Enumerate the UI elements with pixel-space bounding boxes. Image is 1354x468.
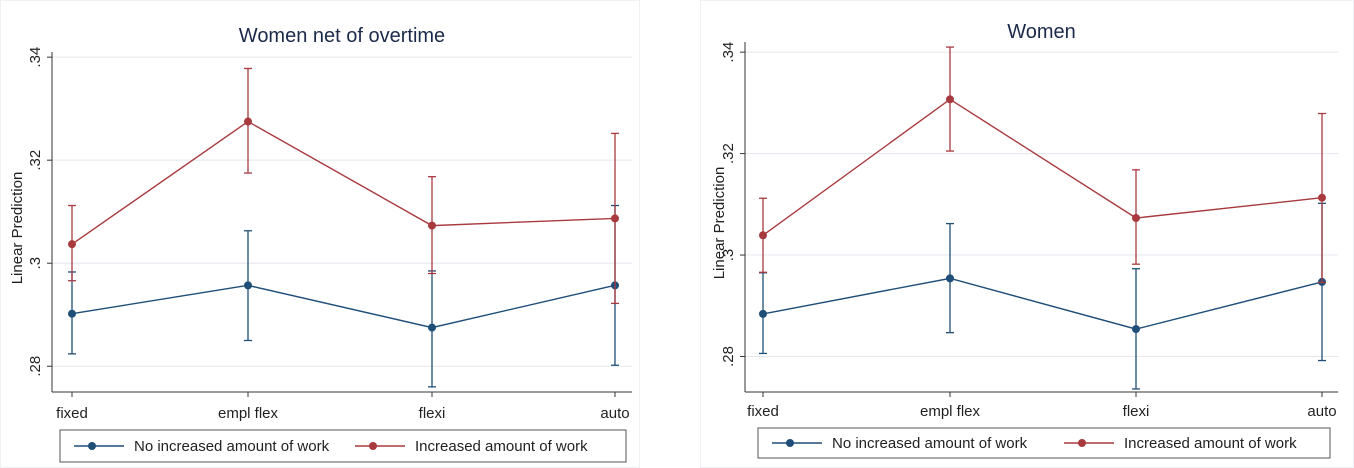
x-tick-label: flexi	[1123, 403, 1150, 420]
legend-label: Increased amount of work	[415, 438, 588, 455]
data-point	[759, 231, 767, 240]
data-point	[1132, 214, 1140, 223]
x-tick-label: flexi	[419, 405, 446, 422]
x-tick-label: empl flex	[920, 403, 981, 420]
y-tick-label: .3	[27, 257, 44, 270]
series-line	[71, 120, 616, 245]
x-tick-label: auto	[1307, 403, 1336, 420]
legend-label: No increased amount of work	[832, 435, 1028, 452]
x-tick-label: auto	[600, 405, 629, 422]
legend-marker	[88, 442, 96, 450]
data-point	[428, 221, 436, 230]
x-tick-label: fixed	[56, 405, 88, 422]
data-point	[68, 309, 76, 318]
legend-box	[59, 429, 627, 463]
y-tick-label: .34	[720, 42, 737, 63]
chart-title: Women	[1007, 21, 1076, 43]
legend-marker	[1078, 439, 1086, 447]
y-tick-label: .34	[27, 47, 44, 68]
y-tick-label: .28	[27, 356, 44, 377]
data-point	[68, 240, 76, 249]
series-line	[762, 98, 1323, 236]
legend-label: No increased amount of work	[134, 438, 330, 455]
legend-marker	[786, 439, 794, 447]
chart-panel-right: Women .28 .3 .32 .34 Linear Prediction fixed em…	[700, 0, 1354, 468]
y-tick-label: .28	[720, 346, 737, 367]
x-tick-label: empl flex	[218, 405, 279, 422]
legend-marker	[369, 442, 377, 450]
data-point	[1132, 325, 1140, 334]
series-line	[762, 277, 1323, 330]
legend-box	[757, 427, 1331, 459]
y-tick-label: .32	[27, 150, 44, 171]
data-point	[244, 117, 252, 126]
series-line	[71, 284, 616, 329]
y-tick-label: .32	[720, 143, 737, 164]
y-axis-label: Linear Prediction	[711, 167, 728, 280]
data-point	[759, 309, 767, 318]
data-point	[946, 274, 954, 283]
data-point	[946, 95, 954, 104]
data-point	[428, 323, 436, 332]
legend-label: Increased amount of work	[1124, 435, 1297, 452]
y-axis-label: Linear Prediction	[9, 172, 26, 285]
y-tick-label: .3	[720, 249, 737, 262]
data-point	[611, 214, 619, 223]
chart-panel-left: Women net of overtime .28 .3 .32 .34 Linear P…	[0, 0, 640, 468]
data-point	[1318, 193, 1326, 202]
chart-svg-left: Women net of overtime .28 .3 .32 .34 Linear P…	[9, 25, 632, 463]
chart-title: Women net of overtime	[239, 25, 445, 47]
x-tick-label: fixed	[747, 403, 779, 420]
data-point	[244, 281, 252, 290]
chart-svg-right: Women .28 .3 .32 .34 Linear Prediction fixed em…	[711, 21, 1338, 459]
